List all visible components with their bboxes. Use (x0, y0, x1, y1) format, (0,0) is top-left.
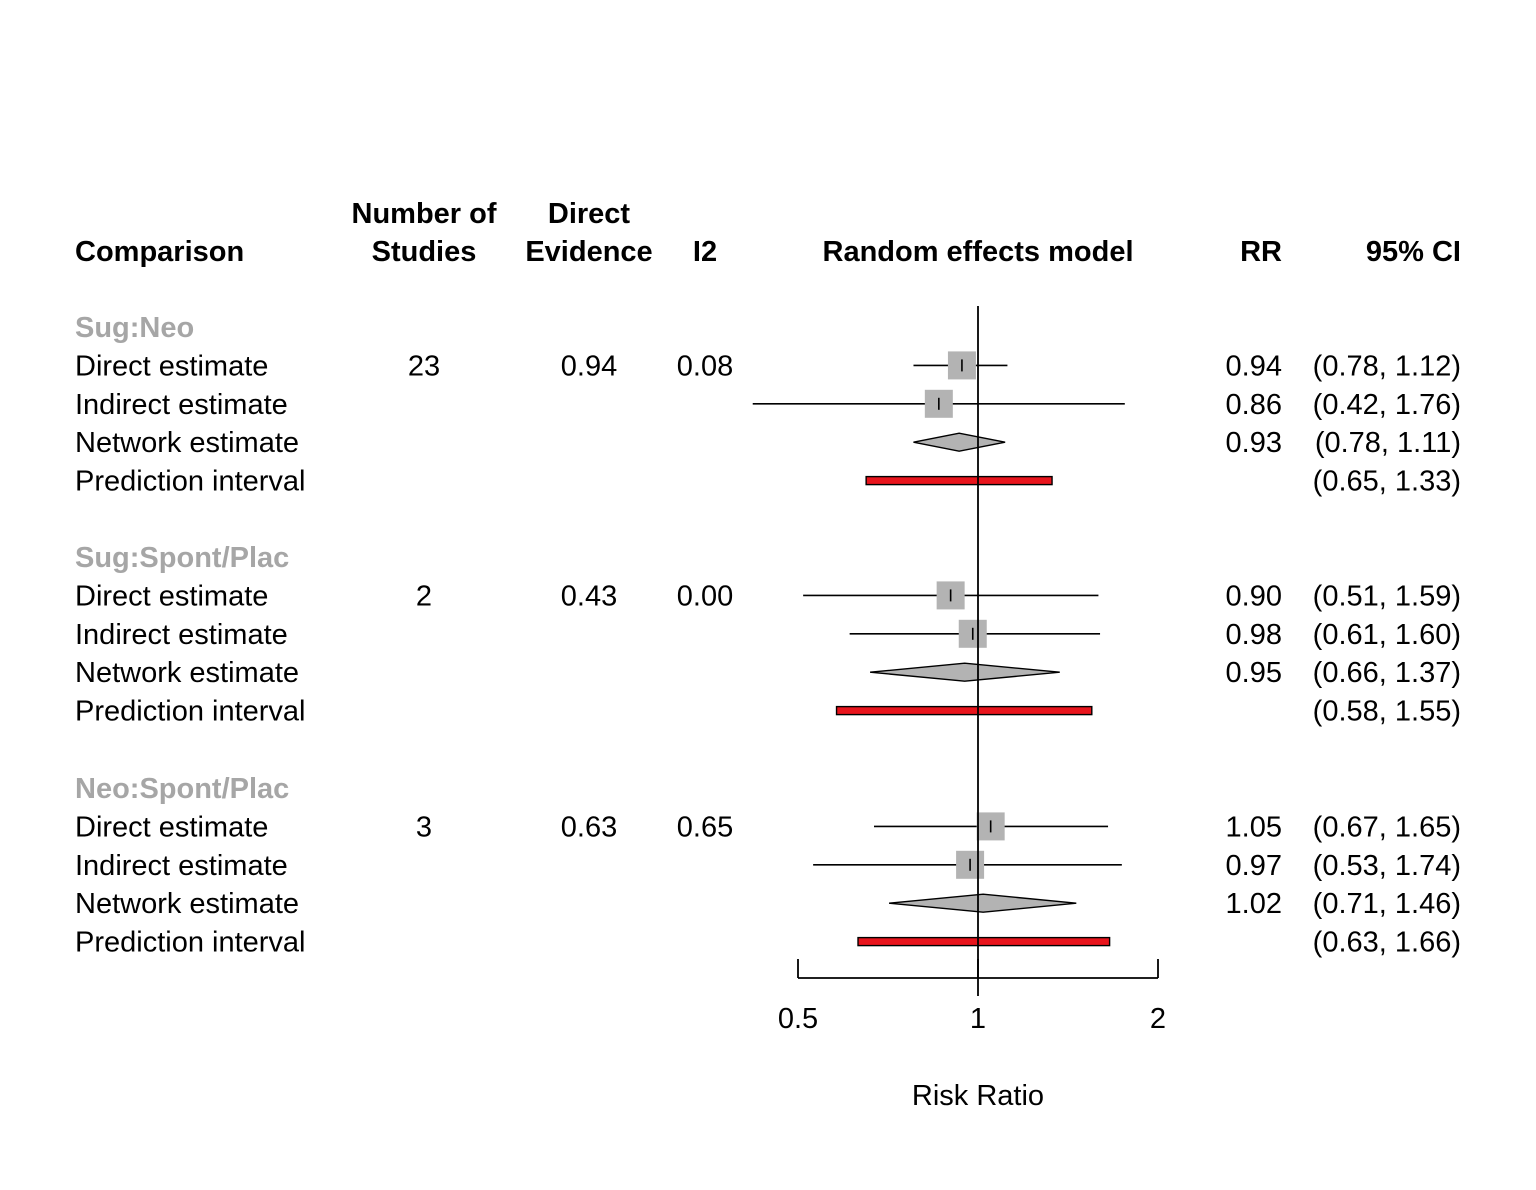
x-tick-label: 2 (1150, 1003, 1166, 1035)
direct-evidence-value: 0.94 (561, 350, 617, 382)
row-label: Prediction interval (75, 466, 306, 498)
ci-value: (0.51, 1.59) (1313, 580, 1461, 612)
ci-value: (0.65, 1.33) (1313, 466, 1461, 498)
rr-value: 0.93 (1226, 427, 1282, 459)
i2-value: 0.00 (677, 580, 733, 612)
rr-value: 1.05 (1226, 811, 1282, 843)
header-model: Random effects model (823, 236, 1134, 268)
rr-value: 0.86 (1226, 389, 1282, 421)
plot-marks (752, 351, 1125, 947)
i2-value: 0.08 (677, 350, 733, 382)
prediction-bar (857, 936, 1111, 947)
rr-value: 1.02 (1226, 888, 1282, 920)
network-diamond (888, 893, 1077, 913)
studies-value: 3 (416, 811, 432, 843)
ci-value: (0.78, 1.11) (1315, 427, 1461, 459)
rr-value: 0.98 (1226, 619, 1282, 651)
header-studies-line2: Studies (372, 236, 477, 268)
header-comparison: Comparison (75, 236, 244, 268)
network-diamond (913, 432, 1006, 452)
row-label: Direct estimate (75, 811, 268, 843)
group-label: Sug:Neo (75, 312, 194, 344)
row-label: Network estimate (75, 888, 299, 920)
ci-value: (0.53, 1.74) (1313, 850, 1461, 882)
ci-value: (0.61, 1.60) (1313, 619, 1461, 651)
column-headers: Comparison Number of Studies Direct Evid… (75, 198, 1461, 268)
i2-value: 0.65 (677, 811, 733, 843)
studies-value: 23 (408, 350, 440, 382)
row-label: Prediction interval (75, 927, 306, 959)
row-label: Indirect estimate (75, 850, 288, 882)
row-label: Direct estimate (75, 350, 268, 382)
rr-value: 0.97 (1226, 850, 1282, 882)
prediction-bar (865, 475, 1053, 486)
ci-value: (0.58, 1.55) (1313, 696, 1461, 728)
x-tick-label: 0.5 (778, 1003, 818, 1035)
ci-value: (0.42, 1.76) (1313, 389, 1461, 421)
header-ci: 95% CI (1366, 236, 1461, 268)
row-label: Indirect estimate (75, 619, 288, 651)
header-studies-line1: Number of (352, 198, 497, 230)
group-label: Neo:Spont/Plac (75, 773, 289, 805)
row-label: Prediction interval (75, 696, 306, 728)
header-evidence-line2: Evidence (525, 236, 652, 268)
header-i2: I2 (693, 236, 717, 268)
row-label: Network estimate (75, 657, 299, 689)
rr-value: 0.95 (1226, 657, 1282, 689)
rr-value: 0.94 (1226, 350, 1282, 382)
row-label: Direct estimate (75, 580, 268, 612)
ci-value: (0.66, 1.37) (1313, 657, 1461, 689)
group-label: Sug:Spont/Plac (75, 542, 289, 574)
ci-value: (0.71, 1.46) (1313, 888, 1461, 920)
direct-evidence-value: 0.63 (561, 811, 617, 843)
x-axis: 0.5 1 2 Risk Ratio (778, 306, 1166, 1112)
rr-value: 0.90 (1226, 580, 1282, 612)
header-evidence-line1: Direct (548, 198, 631, 230)
ci-value: (0.78, 1.12) (1313, 350, 1461, 382)
ci-value: (0.63, 1.66) (1313, 927, 1461, 959)
network-diamond (870, 662, 1060, 682)
prediction-bar (835, 705, 1093, 716)
header-rr: RR (1240, 236, 1282, 268)
row-label: Indirect estimate (75, 389, 288, 421)
row-label: Network estimate (75, 427, 299, 459)
x-tick-label: 1 (970, 1003, 986, 1035)
studies-value: 2 (416, 580, 432, 612)
x-axis-label: Risk Ratio (912, 1080, 1044, 1112)
ci-value: (0.67, 1.65) (1313, 811, 1461, 843)
direct-evidence-value: 0.43 (561, 580, 617, 612)
